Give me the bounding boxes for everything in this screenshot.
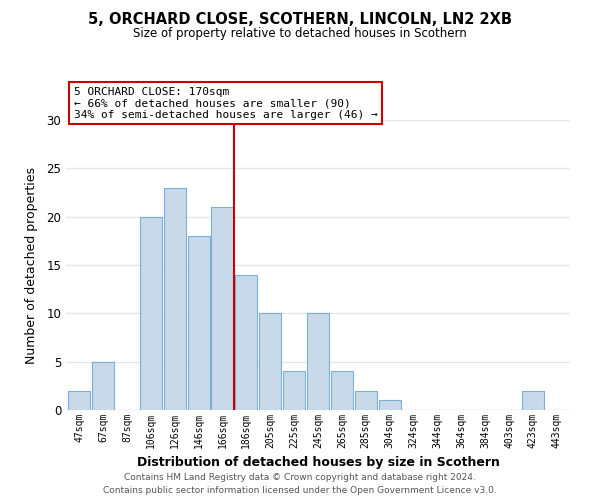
Bar <box>379 400 401 410</box>
Bar <box>211 207 233 410</box>
Bar <box>164 188 185 410</box>
Bar <box>522 390 544 410</box>
Bar <box>259 314 281 410</box>
Bar <box>140 216 162 410</box>
X-axis label: Distribution of detached houses by size in Scothern: Distribution of detached houses by size … <box>137 456 499 469</box>
Bar <box>355 390 377 410</box>
Bar <box>331 372 353 410</box>
Text: Contains public sector information licensed under the Open Government Licence v3: Contains public sector information licen… <box>103 486 497 495</box>
Text: Contains HM Land Registry data © Crown copyright and database right 2024.: Contains HM Land Registry data © Crown c… <box>124 474 476 482</box>
Bar <box>188 236 209 410</box>
Text: 5, ORCHARD CLOSE, SCOTHERN, LINCOLN, LN2 2XB: 5, ORCHARD CLOSE, SCOTHERN, LINCOLN, LN2… <box>88 12 512 28</box>
Text: 5 ORCHARD CLOSE: 170sqm
← 66% of detached houses are smaller (90)
34% of semi-de: 5 ORCHARD CLOSE: 170sqm ← 66% of detache… <box>74 87 377 120</box>
Bar <box>92 362 114 410</box>
Text: Size of property relative to detached houses in Scothern: Size of property relative to detached ho… <box>133 28 467 40</box>
Bar <box>307 314 329 410</box>
Bar <box>68 390 90 410</box>
Bar <box>283 372 305 410</box>
Bar <box>235 274 257 410</box>
Y-axis label: Number of detached properties: Number of detached properties <box>25 166 38 364</box>
